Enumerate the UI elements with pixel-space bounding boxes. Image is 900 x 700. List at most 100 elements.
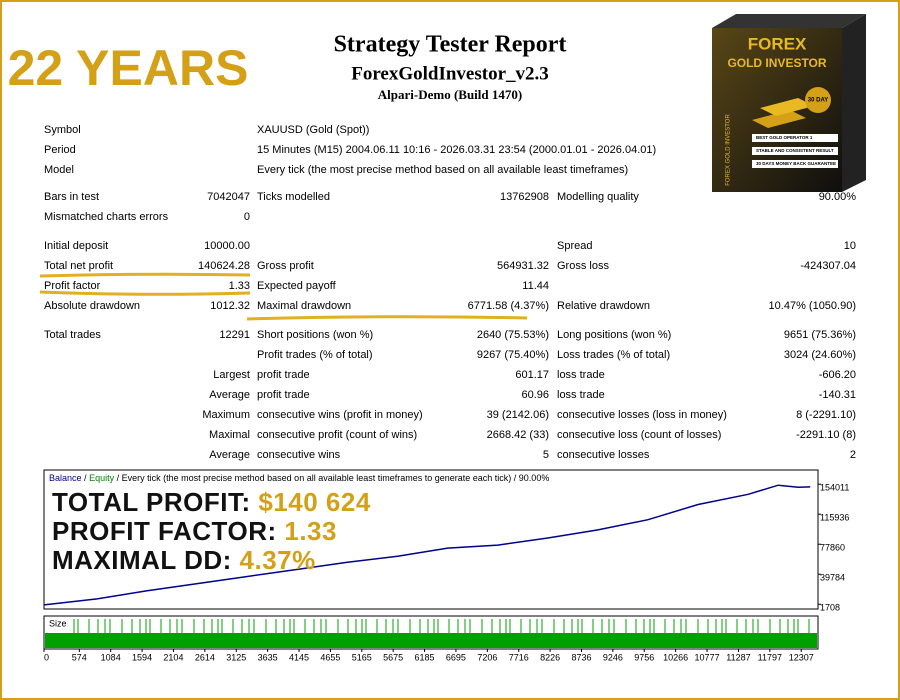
x-tick-label: 6695 <box>446 652 466 662</box>
highlight <box>39 290 251 296</box>
product-brand: FOREX <box>748 34 807 53</box>
annotation-value: 1.33 <box>284 516 337 546</box>
cell: -606.20 <box>819 369 856 381</box>
cell-label: Relative drawdown <box>557 300 650 312</box>
cell-label: Ticks modelled <box>257 191 330 203</box>
cell: consecutive wins (profit in money) <box>257 409 423 421</box>
cell-value: 90.00% <box>819 191 857 203</box>
cell: consecutive loss (count of losses) <box>557 429 721 441</box>
cell-label: Profit trades (% of total) <box>257 349 373 361</box>
cell-value: 2640 (75.53%) <box>477 329 549 341</box>
annotation: MAXIMAL DD: 4.37% <box>52 545 316 575</box>
cell-label: Loss trades (% of total) <box>557 349 670 361</box>
title: Strategy Tester Report <box>334 32 567 58</box>
highlight <box>246 315 528 321</box>
cell-label: Bars in test <box>44 191 99 203</box>
y-tick-label: 77860 <box>820 543 845 553</box>
subtitle: ForexGoldInvestor_v2.3 <box>351 63 549 84</box>
x-tick-label: 8226 <box>540 652 560 662</box>
cell-value: 3024 (24.60%) <box>784 349 856 361</box>
cell-label: Total trades <box>44 329 101 341</box>
x-tick-label: 574 <box>72 652 87 662</box>
cell: profit trade <box>257 369 310 381</box>
row-value: XAUUSD (Gold (Spot)) <box>257 124 369 136</box>
x-tick-label: 7716 <box>509 652 529 662</box>
cell-value: 13762908 <box>500 191 549 203</box>
x-tick-label: 5165 <box>352 652 372 662</box>
cell: profit trade <box>257 389 310 401</box>
cell: Maximal <box>209 429 250 441</box>
cell-label: Short positions (won %) <box>257 329 373 341</box>
balance-line <box>43 484 811 606</box>
cell: 2668.42 (33) <box>487 429 549 441</box>
annotation-value: 4.37% <box>240 545 316 575</box>
annotation: PROFIT FACTOR: 1.33 <box>52 516 337 546</box>
cell-label: Gross profit <box>257 260 314 272</box>
y-tick-label: 115936 <box>820 513 849 523</box>
cell: loss trade <box>557 389 605 401</box>
x-tick-label: 11797 <box>758 652 782 662</box>
legend-note: / Every tick (the most precise method ba… <box>117 473 550 483</box>
cell-value: 10 <box>844 240 856 252</box>
cell-label: Expected payoff <box>257 280 337 292</box>
cell-value: 12291 <box>219 329 250 341</box>
x-tick-label: 9756 <box>634 652 654 662</box>
x-tick-label: 10777 <box>695 652 720 662</box>
row-value: 15 Minutes (M15) 2004.06.11 10:16 - 2026… <box>257 144 656 156</box>
cell-label: Modelling quality <box>557 191 639 203</box>
size-band <box>45 633 817 648</box>
cell-value: 564931.32 <box>497 260 549 272</box>
x-tick-label: 12307 <box>789 652 814 662</box>
cell-label: Profit factor <box>44 280 101 292</box>
plot-frame <box>43 469 819 610</box>
x-tick-label: 6185 <box>415 652 435 662</box>
x-tick-label: 9246 <box>603 652 623 662</box>
product-side: FOREX GOLD INVESTOR <box>726 114 732 186</box>
cell-value: -424307.04 <box>800 260 856 272</box>
cell: Largest <box>213 369 250 381</box>
x-tick-label: 3635 <box>258 652 278 662</box>
size-label: Size <box>49 618 67 628</box>
x-tick-label: 0 <box>44 652 49 662</box>
annotation: TOTAL PROFIT: $140 624 <box>52 487 371 517</box>
legend-balance: Balance <box>49 473 82 483</box>
cell-label: Long positions (won %) <box>557 329 671 341</box>
row-label: Symbol <box>44 124 81 136</box>
cell-value: 9651 (75.36%) <box>784 329 856 341</box>
legend-sep: / <box>84 473 87 483</box>
y-tick-label: 1708 <box>820 603 840 613</box>
y-tick-label: 154011 <box>820 483 849 493</box>
cell: 60.96 <box>521 389 549 401</box>
legend-equity: Equity <box>89 473 115 483</box>
x-tick-label: 1084 <box>101 652 121 662</box>
x-tick-label: 1594 <box>132 652 152 662</box>
cell-value: 6771.58 (4.37%) <box>468 300 549 312</box>
cell-label: Spread <box>557 240 592 252</box>
cell: consecutive profit (count of wins) <box>257 429 417 441</box>
cell-value: 1012.32 <box>210 300 250 312</box>
product-name: GOLD INVESTOR <box>727 56 826 70</box>
y-tick-label: 39784 <box>820 573 845 583</box>
cell-value: 10000.00 <box>204 240 250 252</box>
x-tick-label: 4145 <box>289 652 309 662</box>
x-tick-label: 7206 <box>477 652 497 662</box>
legend: Balance / Equity / Every tick (the most … <box>49 473 549 483</box>
cell: 8 (-2291.10) <box>796 409 856 421</box>
row-label: Model <box>44 164 74 176</box>
cell-value: 140624.28 <box>198 260 250 272</box>
cell: 601.17 <box>515 369 549 381</box>
cell: 2 <box>850 449 856 461</box>
x-tick-label: 2104 <box>163 652 183 662</box>
x-tick-label: 5675 <box>383 652 403 662</box>
cell: -140.31 <box>819 389 856 401</box>
build: Alpari-Demo (Build 1470) <box>378 87 522 102</box>
x-tick-label: 2614 <box>195 652 215 662</box>
cell-label: Mismatched charts errors <box>44 211 169 223</box>
product-bullet: BEST GOLD OPERATOR 1 <box>756 135 813 140</box>
x-tick-label: 10266 <box>663 652 688 662</box>
annotation-label: PROFIT FACTOR: <box>52 516 277 546</box>
cell-label: Gross loss <box>557 260 609 272</box>
cell: consecutive losses (loss in money) <box>557 409 727 421</box>
